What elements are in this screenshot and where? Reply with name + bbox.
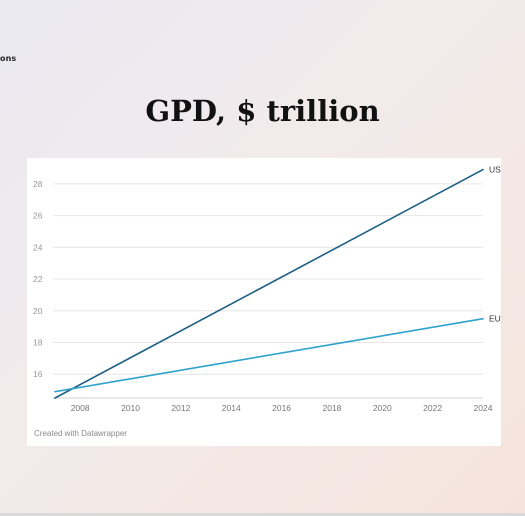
x-tick-label: 2018 bbox=[322, 403, 341, 413]
series-label-eu: EU bbox=[489, 314, 501, 324]
y-tick-label: 28 bbox=[33, 179, 43, 189]
y-tick-label: 20 bbox=[33, 306, 43, 316]
y-tick-label: 18 bbox=[33, 337, 43, 347]
x-tick-label: 2016 bbox=[272, 403, 291, 413]
x-tick-label: 2020 bbox=[373, 403, 392, 413]
y-tick-label: 16 bbox=[33, 369, 43, 379]
y-tick-label: 22 bbox=[33, 274, 43, 284]
series-line-eu bbox=[54, 317, 484, 393]
y-tick-label: 26 bbox=[33, 211, 43, 221]
series-label-us: US bbox=[489, 165, 501, 175]
chart-card: 16 18 20 22 24 26 28 2008 2010 2012 2014 2016 2018 2… bbox=[27, 158, 501, 446]
x-tick-label: 2008 bbox=[71, 403, 90, 413]
grid-layer bbox=[53, 183, 483, 399]
x-tick-label: 2010 bbox=[121, 403, 140, 413]
x-tick-label: 2014 bbox=[222, 403, 241, 413]
x-tick-label: 2012 bbox=[171, 403, 190, 413]
series-line-us bbox=[54, 168, 484, 399]
series-labels: US EU bbox=[489, 165, 501, 324]
y-tick-labels: 16 18 20 22 24 26 28 bbox=[33, 179, 43, 379]
page-title: GPD, $ trillion bbox=[145, 94, 380, 128]
bottom-band bbox=[0, 513, 525, 516]
x-tick-label: 2024 bbox=[474, 403, 493, 413]
corner-text: ons bbox=[0, 54, 17, 63]
x-tick-labels: 2008 2010 2012 2014 2016 2018 2020 2022 2024 bbox=[71, 403, 493, 413]
y-tick-label: 24 bbox=[33, 242, 43, 252]
chart-credit: Created with Datawrapper bbox=[34, 429, 127, 438]
x-tick-label: 2022 bbox=[423, 403, 442, 413]
series-layer bbox=[54, 168, 484, 399]
